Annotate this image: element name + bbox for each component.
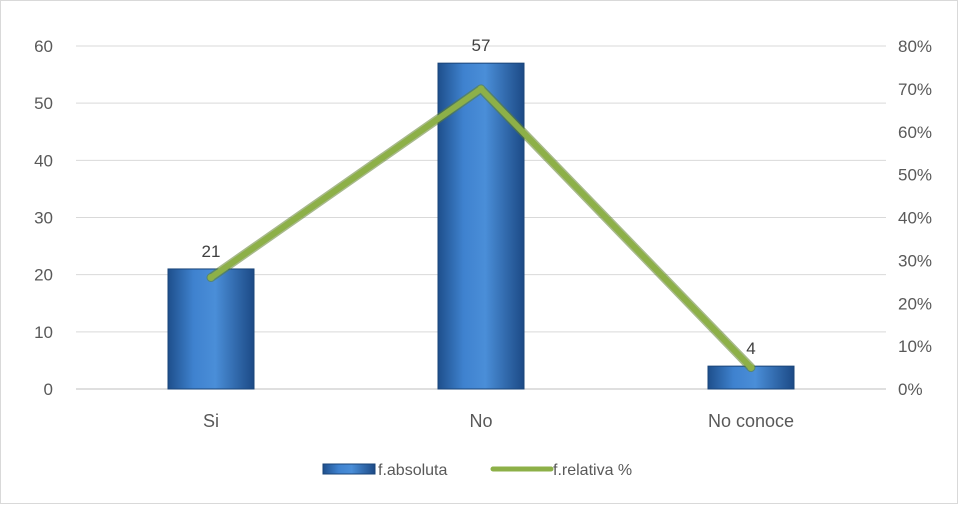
data-label: 57 xyxy=(472,36,491,55)
x-axis-categories: Si No No conoce xyxy=(203,411,794,431)
legend-label-f-absoluta: f.absoluta xyxy=(378,462,447,479)
data-label: 21 xyxy=(202,242,221,261)
left-tick-label: 50 xyxy=(34,94,53,113)
line-point xyxy=(477,85,485,93)
line-point xyxy=(747,364,755,372)
left-tick-label: 20 xyxy=(34,266,53,285)
left-tick-label: 10 xyxy=(34,323,53,342)
left-tick-label: 30 xyxy=(34,209,53,228)
right-tick-label: 70% xyxy=(898,80,932,99)
category-label: Si xyxy=(203,411,219,431)
category-label: No conoce xyxy=(708,411,794,431)
right-tick-label: 10% xyxy=(898,337,932,356)
data-label: 4 xyxy=(746,339,755,358)
bar xyxy=(167,268,255,390)
legend-swatch-bar xyxy=(322,463,376,475)
right-tick-label: 40% xyxy=(898,209,932,228)
right-tick-label: 50% xyxy=(898,166,932,185)
right-tick-label: 80% xyxy=(898,37,932,56)
category-label: No xyxy=(469,411,492,431)
right-tick-label: 60% xyxy=(898,123,932,142)
left-tick-label: 0 xyxy=(44,380,53,399)
right-tick-label: 20% xyxy=(898,294,932,313)
legend-label-f-relativa: f.relativa % xyxy=(553,462,632,479)
line-series-f-relativa xyxy=(206,84,756,373)
right-tick-label: 0% xyxy=(898,380,923,399)
left-tick-label: 60 xyxy=(34,37,53,56)
line-point xyxy=(207,274,215,282)
right-tick-label: 30% xyxy=(898,251,932,270)
legend: f.absoluta f.relativa % xyxy=(322,462,632,479)
bar-series-f-absoluta xyxy=(167,62,795,390)
left-tick-label: 40 xyxy=(34,151,53,170)
right-y-axis: 0% 10% 20% 30% 40% 50% 60% 70% 80% xyxy=(898,37,932,399)
data-labels: 21 57 4 xyxy=(202,36,756,358)
left-y-axis: 0 10 20 30 40 50 60 xyxy=(34,37,53,399)
